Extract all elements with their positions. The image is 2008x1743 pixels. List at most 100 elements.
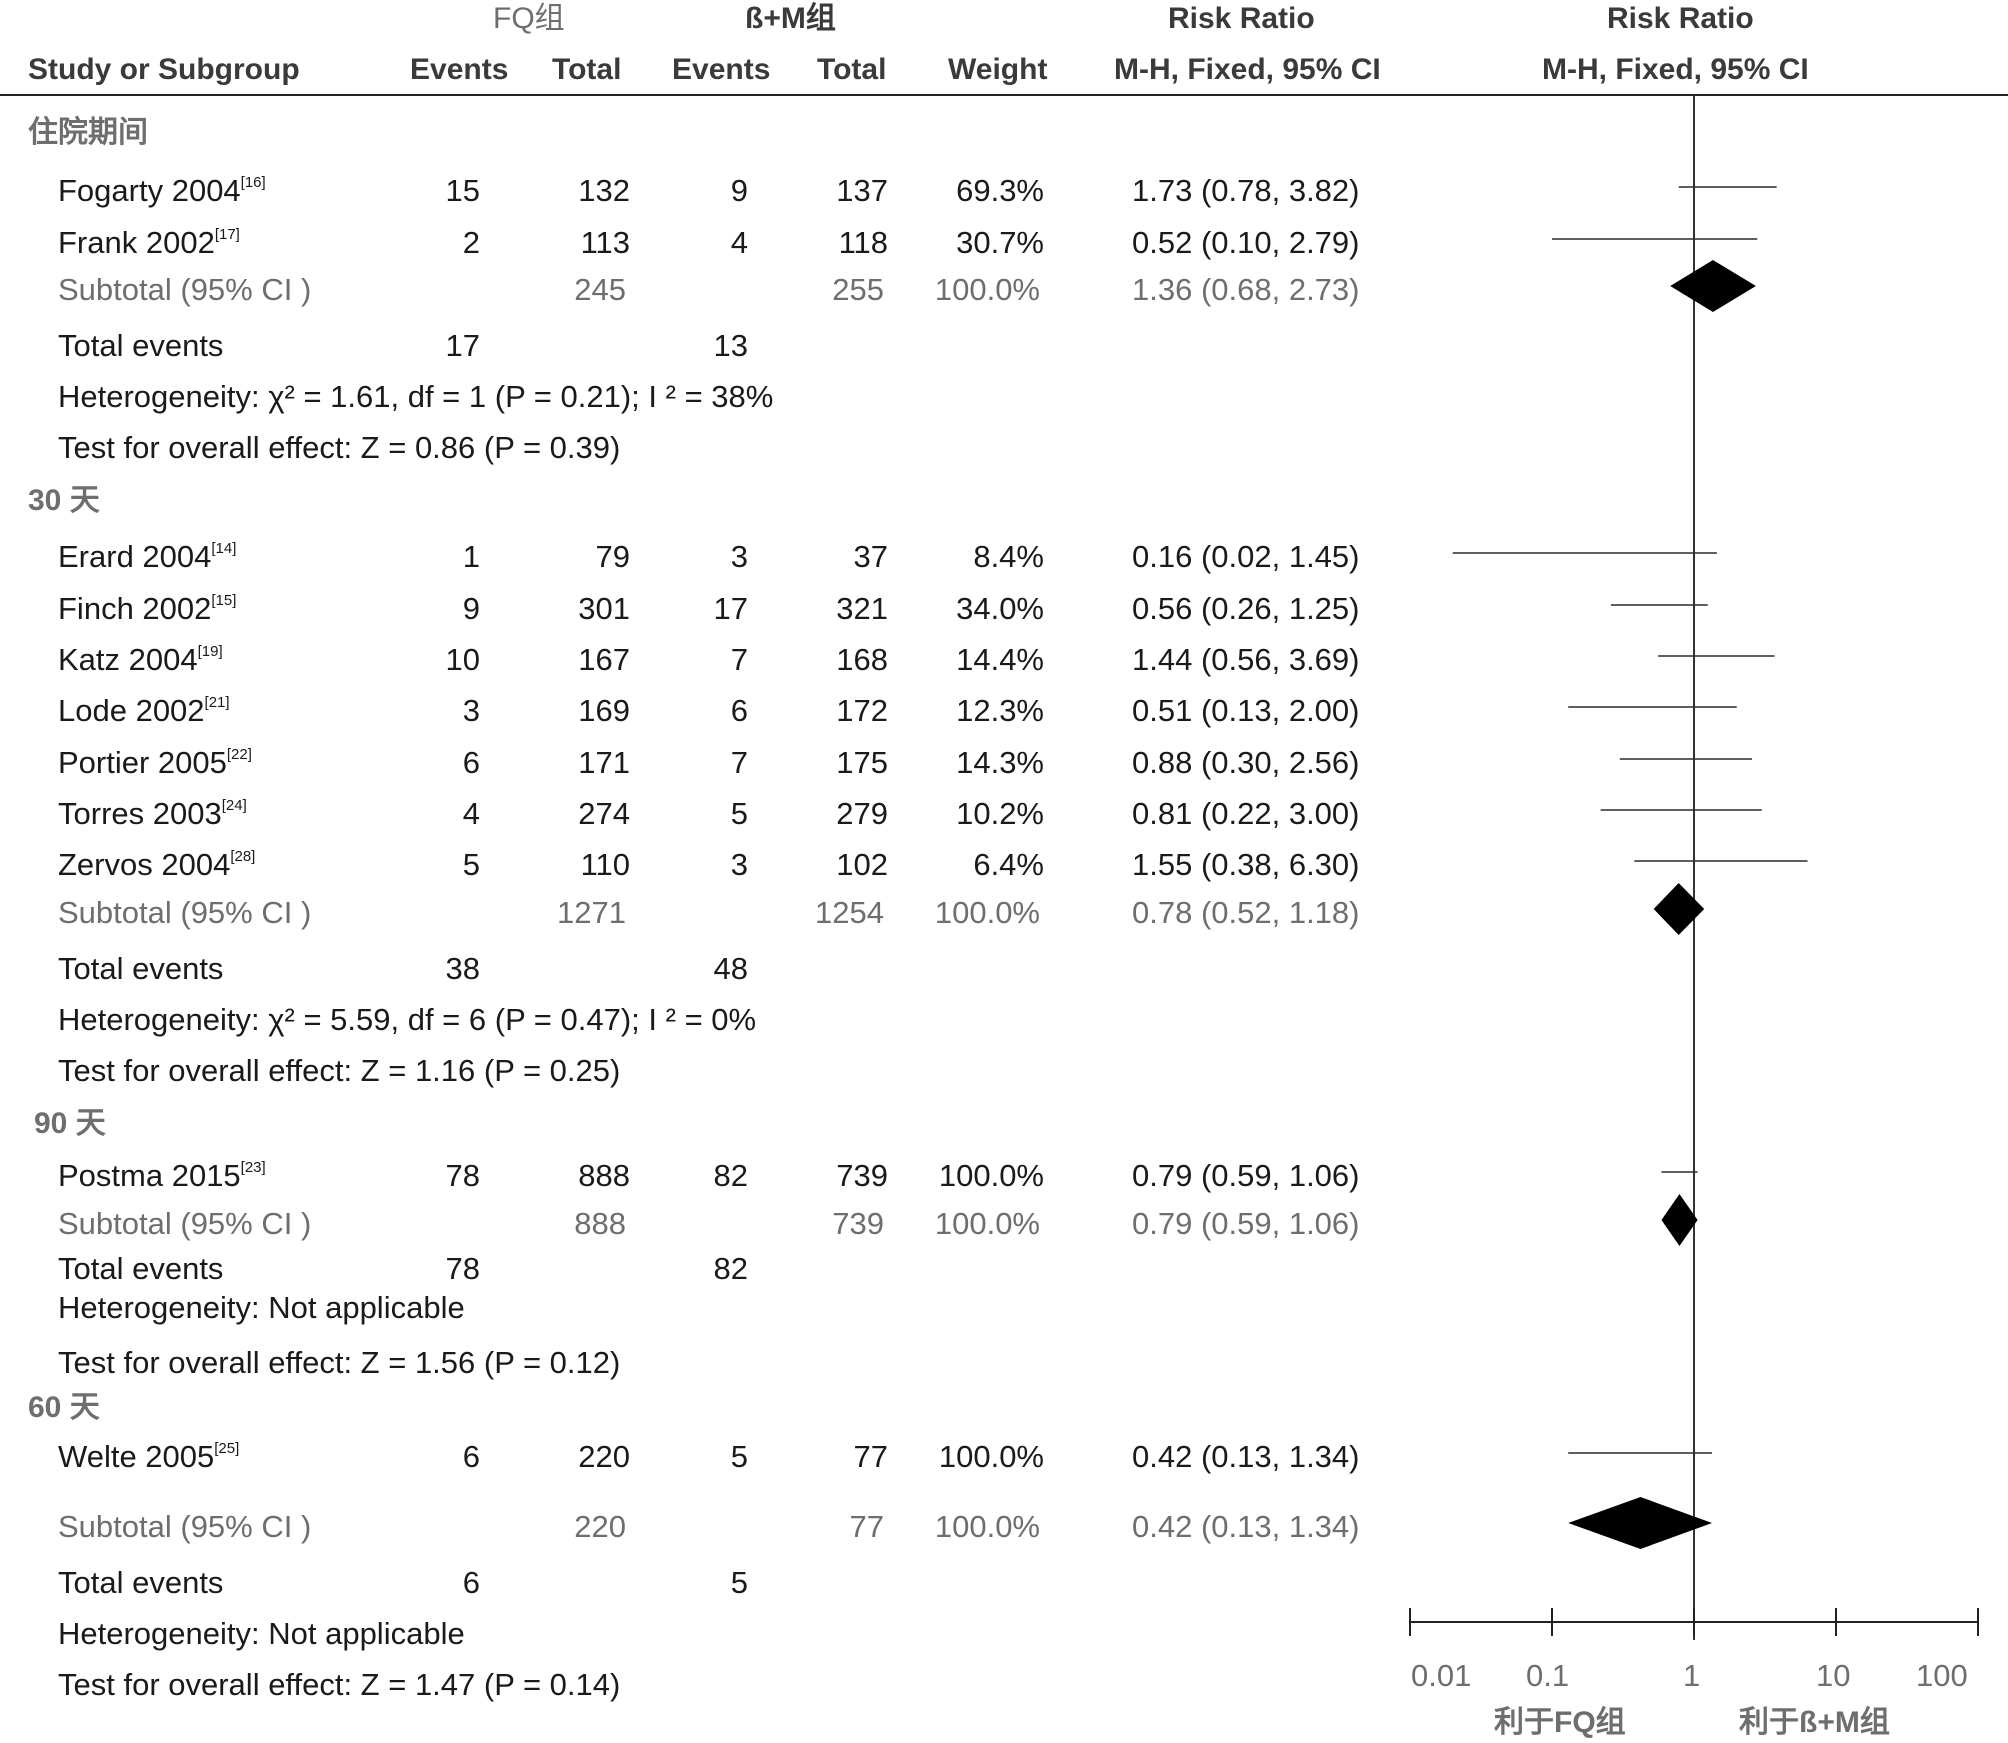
events1-cell: 3 (462, 693, 480, 728)
events2-cell: 7 (730, 642, 748, 677)
subtotal-total2: 255 (832, 272, 884, 307)
weight-cell: 100.0% (938, 1158, 1044, 1193)
subtotal-label: Subtotal (95% CI ) (58, 895, 312, 930)
total2-cell: 175 (836, 745, 888, 780)
study-name: Katz 2004[19] (58, 644, 223, 675)
total-events-label: Total events (58, 1565, 224, 1600)
heterogeneity-text: Heterogeneity: χ² = 1.61, df = 1 (P = 0.… (58, 379, 774, 414)
subtotal-ci: 0.78 (0.52, 1.18) (1132, 895, 1360, 930)
events2-cell: 9 (730, 173, 748, 208)
risk-ratio-title-left: Risk Ratio (1168, 2, 1315, 35)
weight-cell: 14.3% (956, 745, 1044, 780)
events2-cell: 3 (730, 847, 748, 882)
favours-left-label: 利于FQ组 (1494, 1706, 1626, 1739)
total2-cell: 77 (853, 1439, 888, 1474)
heterogeneity-text: Heterogeneity: Not applicable (58, 1616, 465, 1651)
total-events1: 17 (445, 328, 480, 363)
ci-cell: 1.73 (0.78, 3.82) (1132, 173, 1360, 208)
subtotal-label: Subtotal (95% CI ) (58, 1206, 312, 1241)
reference-superscript: [14] (211, 540, 237, 557)
subtotal-total1: 245 (574, 272, 626, 307)
axis-tick-label: 0.1 (1526, 1658, 1570, 1693)
reference-superscript: [22] (226, 746, 252, 763)
subtotal-weight: 100.0% (934, 1206, 1040, 1241)
ci-cell: 0.79 (0.59, 1.06) (1132, 1158, 1360, 1193)
subtotal-diamond (1670, 260, 1756, 312)
study-name: Zervos 2004[28] (58, 849, 255, 880)
overall-effect-text: Test for overall effect: Z = 1.16 (P = 0… (58, 1053, 621, 1088)
total-events2: 48 (713, 951, 748, 986)
study-label: Fogarty 2004 (58, 173, 241, 208)
study-label: Frank 2002 (58, 225, 215, 260)
ci-cell: 1.44 (0.56, 3.69) (1132, 642, 1360, 677)
total-events2: 13 (713, 328, 748, 363)
overall-effect-text: Test for overall effect: Z = 1.56 (P = 0… (58, 1345, 621, 1380)
subtotal-ci: 0.79 (0.59, 1.06) (1132, 1206, 1360, 1241)
subtotal-ci: 0.42 (0.13, 1.34) (1132, 1509, 1360, 1544)
ci-cell: 0.88 (0.30, 2.56) (1132, 745, 1360, 780)
reference-superscript: [24] (221, 797, 247, 814)
ci-cell: 0.42 (0.13, 1.34) (1132, 1439, 1360, 1474)
total-events1: 6 (462, 1565, 480, 1600)
total-events2: 82 (713, 1251, 748, 1286)
subtotal-diamond (1661, 1194, 1698, 1246)
method-header-right: M-H, Fixed, 95% CI (1542, 53, 1809, 86)
events1-cell: 6 (462, 745, 480, 780)
events2-cell: 17 (713, 591, 748, 626)
events1-header: Events (410, 53, 509, 86)
subtotal-total1: 888 (574, 1206, 626, 1241)
events1-cell: 1 (462, 539, 480, 574)
study-label: Portier 2005 (58, 745, 227, 780)
study-label: Lode 2002 (58, 693, 205, 728)
total-events2: 5 (730, 1565, 748, 1600)
total2-cell: 37 (853, 539, 888, 574)
study-name: Lode 2002[21] (58, 695, 230, 726)
events1-cell: 6 (462, 1439, 480, 1474)
study-label: Katz 2004 (58, 642, 198, 677)
weight-cell: 34.0% (956, 591, 1044, 626)
study-name: Erard 2004[14] (58, 541, 236, 572)
risk-ratio-title-right: Risk Ratio (1607, 2, 1754, 35)
weight-cell: 30.7% (956, 225, 1044, 260)
total2-cell: 118 (838, 225, 888, 260)
method-header-left: M-H, Fixed, 95% CI (1114, 53, 1381, 86)
subtotal-diamond (1653, 883, 1705, 935)
study-name: Torres 2003[24] (58, 798, 247, 829)
study-name: Finch 2002[15] (58, 593, 236, 624)
subgroup-heading: 30 天 (28, 484, 100, 517)
total2-cell: 137 (836, 173, 888, 208)
study-name: Postma 2015[23] (58, 1160, 266, 1191)
total2-cell: 321 (836, 591, 888, 626)
reference-superscript: [17] (214, 226, 240, 243)
subtotal-diamond (1568, 1497, 1713, 1549)
ci-cell: 0.52 (0.10, 2.79) (1132, 225, 1360, 260)
events2-header: Events (672, 53, 771, 86)
subtotal-weight: 100.0% (934, 895, 1040, 930)
reference-superscript: [25] (214, 1440, 240, 1457)
weight-cell: 10.2% (956, 796, 1044, 831)
reference-superscript: [16] (240, 174, 266, 191)
total-events-label: Total events (58, 1251, 224, 1286)
weight-cell: 8.4% (973, 539, 1044, 574)
ci-cell: 0.81 (0.22, 3.00) (1132, 796, 1360, 831)
subtotal-label: Subtotal (95% CI ) (58, 1509, 312, 1544)
weight-cell: 12.3% (956, 693, 1044, 728)
total2-cell: 168 (836, 642, 888, 677)
total-events1: 38 (445, 951, 480, 986)
heterogeneity-text: Heterogeneity: Not applicable (58, 1290, 465, 1325)
ci-cell: 0.56 (0.26, 1.25) (1132, 591, 1360, 626)
study-label: Zervos 2004 (58, 847, 231, 882)
events1-cell: 10 (445, 642, 480, 677)
overall-effect-text: Test for overall effect: Z = 1.47 (P = 0… (58, 1667, 621, 1702)
axis-tick-label: 10 (1816, 1658, 1851, 1693)
events2-cell: 7 (730, 745, 748, 780)
total2-cell: 102 (836, 847, 888, 882)
subtotal-total1: 1271 (557, 895, 626, 930)
total1-cell: 888 (578, 1158, 630, 1193)
events1-cell: 15 (445, 173, 480, 208)
total1-cell: 132 (578, 173, 630, 208)
axis-tick-label: 100 (1916, 1658, 1968, 1693)
weight-cell: 100.0% (938, 1439, 1044, 1474)
total-events-label: Total events (58, 328, 224, 363)
heterogeneity-text: Heterogeneity: χ² = 5.59, df = 6 (P = 0.… (58, 1002, 757, 1037)
